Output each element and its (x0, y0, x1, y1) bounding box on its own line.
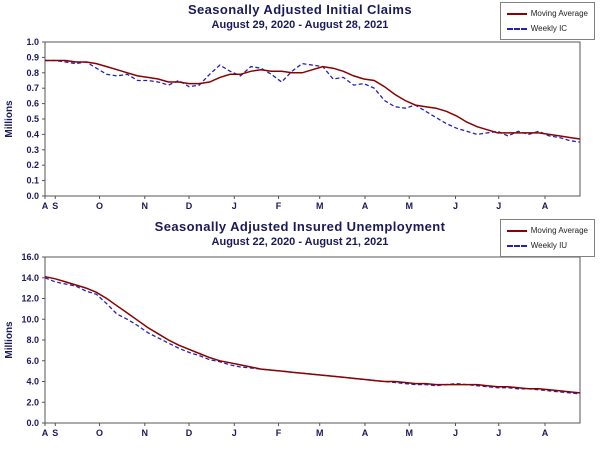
x-tick-label: A (362, 201, 369, 211)
y-tick-label: 0.9 (26, 52, 39, 62)
legend-item-moving-average: Moving Average (506, 223, 588, 238)
x-tick-label: F (276, 428, 282, 438)
y-tick-label: 8.0 (26, 335, 39, 345)
x-tick-label: J (232, 428, 237, 438)
x-tick-label: M (316, 201, 324, 211)
y-tick-label: 0.2 (26, 160, 39, 170)
x-tick-label: A (542, 201, 549, 211)
y-axis-title: Millions (4, 100, 15, 138)
y-axis-title: Millions (4, 321, 15, 359)
plot-svg: 16.014.012.010.08.06.04.02.00.0A S O N D J F M A… (4, 253, 581, 438)
dashed-line-sample-icon (506, 244, 527, 247)
x-tick-label: S (52, 428, 58, 438)
y-tick-label: 4.0 (26, 377, 39, 387)
series-line-weekly-ic (45, 59, 581, 143)
y-tick-label: 12.0 (21, 294, 39, 304)
chart-title: Seasonally Adjusted Initial Claims (187, 2, 413, 17)
y-tick-label: 10.0 (21, 314, 39, 324)
y-tick-label: 1.0 (26, 37, 39, 47)
solid-line-sample-icon (506, 229, 527, 232)
insured-unemployment-chart: Seasonally Adjusted Insured Unemployment… (0, 215, 600, 453)
series-line-moving-average (45, 59, 581, 140)
initial-claims-chart: Seasonally Adjusted Initial Claims Augus… (0, 0, 600, 215)
legend-item-moving-average: Moving Average (506, 6, 588, 21)
y-tick-label: 0.0 (26, 191, 39, 201)
chart-title: Seasonally Adjusted Insured Unemployment (154, 219, 446, 234)
x-tick-label: J (453, 428, 458, 438)
x-tick-label: J (496, 201, 501, 211)
chart-subtitle: August 29, 2020 - August 28, 2021 (211, 19, 389, 31)
y-tick-label: 0.5 (26, 114, 39, 124)
x-tick-label: M (405, 428, 413, 438)
y-tick-label: 6.0 (26, 356, 39, 366)
x-tick-label: N (142, 201, 149, 211)
x-tick-label: J (453, 201, 458, 211)
x-tick-label: N (142, 428, 149, 438)
legend-label: Moving Average (530, 9, 588, 18)
y-tick-label: 2.0 (26, 397, 39, 407)
legend-item-weekly-ic: Weekly IC (506, 21, 588, 36)
x-tick-label: A (542, 428, 549, 438)
x-tick-label: S (52, 201, 58, 211)
chart-subtitle: August 22, 2020 - August 21, 2021 (211, 236, 389, 248)
x-tick-label: D (186, 201, 193, 211)
legend: Moving Average Weekly IC (499, 2, 595, 40)
dashed-line-sample-icon (506, 27, 527, 30)
y-tick-label: 0.6 (26, 99, 39, 109)
series-line-weekly-iu (44, 277, 581, 395)
x-tick-label: D (186, 428, 193, 438)
y-tick-label: 0.3 (26, 145, 39, 155)
x-tick-label: J (496, 428, 501, 438)
x-tick-label: M (316, 428, 324, 438)
y-tick-label: 0.0 (26, 418, 39, 428)
legend-item-weekly-iu: Weekly IU (506, 238, 588, 253)
x-tick-label: A (42, 201, 49, 211)
x-tick-label: O (96, 201, 103, 211)
plot-svg: 1.00.90.80.70.60.50.40.30.20.10.0A S O N D J F… (4, 37, 581, 211)
legend-label: Weekly IC (530, 24, 568, 33)
solid-line-sample-icon (506, 12, 527, 15)
y-tick-label: 0.7 (26, 83, 39, 93)
series-line-moving-average (44, 275, 581, 394)
legend-label: Weekly IU (530, 241, 568, 250)
y-tick-label: 16.0 (21, 253, 39, 262)
x-tick-label: J (232, 201, 237, 211)
y-tick-label: 0.8 (26, 68, 39, 78)
x-tick-label: A (42, 428, 49, 438)
x-tick-label: F (276, 201, 282, 211)
y-tick-label: 0.1 (26, 176, 39, 186)
x-tick-label: M (405, 201, 413, 211)
legend: Moving Average Weekly IU (499, 219, 595, 257)
plot-border (44, 256, 581, 424)
x-tick-label: A (362, 428, 369, 438)
y-tick-label: 0.4 (26, 129, 39, 139)
y-tick-label: 14.0 (21, 273, 39, 283)
legend-label: Moving Average (530, 226, 588, 235)
x-tick-label: O (96, 428, 103, 438)
